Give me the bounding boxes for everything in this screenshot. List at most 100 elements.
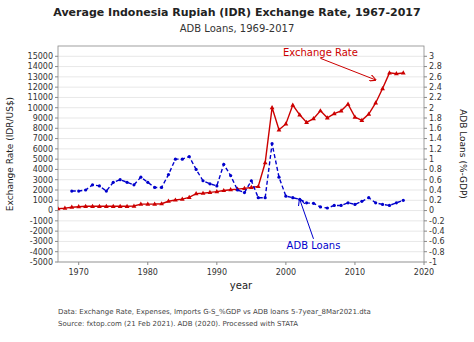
point [84,188,87,191]
y-tick [55,190,58,191]
point [360,200,363,203]
point [257,196,260,199]
y2-tick [424,76,427,77]
x-tick-label: 2020 [414,268,434,277]
point [83,204,88,208]
point [270,105,275,109]
y2-tick [424,210,427,211]
y-tick [55,179,58,180]
point [277,176,280,179]
annotation-arrow [320,58,375,80]
x-tick [354,262,355,265]
point [388,204,391,207]
y2-tick-label: -1 [429,258,437,267]
point [221,188,226,192]
point [333,204,336,207]
point [98,184,101,187]
point [214,189,219,193]
y-tick [55,262,58,263]
point [180,197,185,201]
y-tick-label: 6000 [33,145,53,154]
y-tick [55,231,58,232]
point [167,173,170,176]
y2-tick-label: 0.6 [429,176,442,185]
grid-line [58,107,424,108]
point [174,158,177,161]
grid-line [58,118,424,119]
y-tick-label: 5000 [33,155,53,164]
point [305,201,308,204]
point [353,114,358,118]
point [367,196,370,199]
y2-tick-label: -0.2 [429,217,445,226]
y-tick [55,107,58,108]
y-tick-label: 9000 [33,114,53,123]
chart: Average Indonesia Rupiah (IDR) Exchange … [0,0,474,342]
y-tick [55,169,58,170]
point [139,176,142,179]
y2-tick [424,190,427,191]
x-tick [285,262,286,265]
point [277,127,282,131]
point [284,195,287,198]
point [250,179,253,182]
y-tick [55,87,58,88]
point [112,181,115,184]
point [187,195,192,199]
point [70,189,73,192]
y-tick-label: -4000 [30,248,53,257]
y-tick [55,118,58,119]
point [256,184,261,188]
point [160,186,163,189]
annotation-arrow [300,199,314,239]
y2-tick-label: 2.2 [429,93,442,102]
y-tick-label: 3000 [33,176,53,185]
grid-line [58,97,424,98]
point [104,204,109,208]
point [229,174,232,177]
annotation: Exchange Rate [283,47,358,58]
grid-line [58,66,424,67]
point [401,70,406,74]
y-tick [55,220,58,221]
y-tick-label: 10000 [28,104,53,113]
point [90,204,95,208]
y-tick [55,97,58,98]
y-tick-label: -3000 [30,237,53,246]
point [181,158,184,161]
point [145,202,150,206]
point [119,178,122,181]
grid-line [58,241,424,242]
y2-tick-label: 3 [429,52,434,61]
y-tick [55,251,58,252]
x-tick [216,262,217,265]
y-tick-label: 2000 [33,186,53,195]
y-tick [55,138,58,139]
y-tick-label: 13000 [28,73,53,82]
point [125,204,130,208]
y-tick [55,76,58,77]
y2-tick [424,200,427,201]
y-tick-label: 12000 [28,83,53,92]
grid-line [58,210,424,211]
point [159,201,164,205]
y2-tick-label: 1.8 [429,114,442,123]
y-tick-label: 1000 [33,196,53,205]
point [291,196,294,199]
y2-tick [424,179,427,180]
y-tick-label: 7000 [33,134,53,143]
y-tick [55,148,58,149]
y2-tick-label: 1 [429,155,434,164]
y2-tick-label: 0.4 [429,186,442,195]
y-tick-label: 8000 [33,124,53,133]
series-line [58,73,403,209]
point [152,201,157,205]
x-axis-label: year [230,280,253,291]
point [236,188,239,191]
point [105,189,108,192]
point [249,185,254,189]
point [208,190,213,194]
grid-line [58,138,424,139]
point [69,205,74,209]
y-tick-label: 14000 [28,62,53,71]
